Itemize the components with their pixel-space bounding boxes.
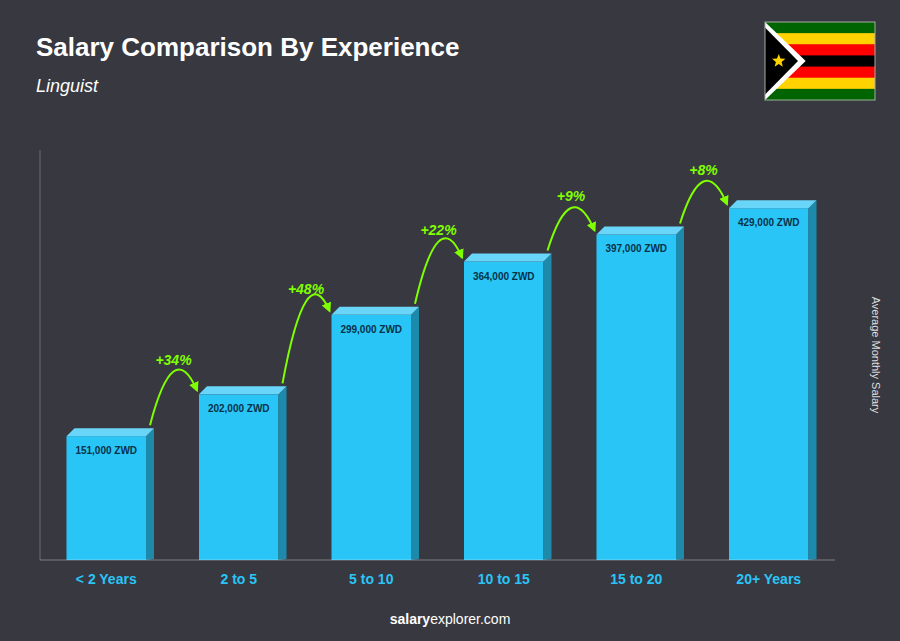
background — [0, 0, 900, 641]
watermark-part: explorer.com — [430, 611, 510, 627]
change-arrow — [415, 238, 462, 304]
bar-side-face — [544, 254, 552, 560]
annotation: +48% — [288, 281, 325, 297]
x-axis-line — [40, 560, 835, 561]
bar — [729, 208, 809, 560]
bar-top-face — [464, 254, 552, 262]
chart: Salary Comparison By Experience Linguist 1… — [0, 0, 900, 641]
change-arrow — [680, 181, 727, 224]
flag-stripe — [765, 89, 875, 101]
y-axis-line — [40, 150, 41, 560]
change-arrow — [283, 294, 330, 383]
bar-top-face — [597, 226, 685, 234]
watermark: salaryexplorer.com — [390, 611, 511, 627]
flag — [765, 22, 875, 101]
bar-top-face — [199, 386, 287, 394]
bar-side-face — [411, 307, 419, 560]
annotation: +34% — [155, 352, 192, 368]
annotation: +8% — [689, 162, 718, 178]
x-tick-label: 20+ Years — [736, 571, 801, 587]
bar — [597, 234, 677, 560]
title: Salary Comparison By Experience — [36, 32, 459, 62]
data-label: 397,000 ZWD — [605, 243, 667, 254]
bar — [199, 394, 279, 560]
data-label: 364,000 ZWD — [473, 271, 535, 282]
bar-side-face — [676, 226, 684, 560]
y-axis-label: Average Monthly Salary — [870, 297, 882, 414]
x-tick-label: 15 to 20 — [610, 571, 662, 587]
data-label: 429,000 ZWD — [738, 217, 800, 228]
annotation: +22% — [420, 222, 457, 238]
annotation: +9% — [557, 188, 586, 204]
data-label: 202,000 ZWD — [208, 403, 270, 414]
x-tick-label: 10 to 15 — [478, 571, 530, 587]
bar-top-face — [729, 200, 817, 208]
data-label: 151,000 ZWD — [75, 445, 137, 456]
bar — [332, 315, 412, 560]
subtitle: Linguist — [36, 76, 99, 96]
flag-triangle — [765, 22, 806, 100]
bar — [464, 262, 544, 560]
x-tick-label: < 2 Years — [76, 571, 137, 587]
x-tick-label: 2 to 5 — [220, 571, 257, 587]
watermark-part: salary — [390, 611, 431, 627]
flag-stripe — [765, 22, 875, 34]
bar-top-face — [67, 428, 155, 436]
flag-triangle-inner — [765, 27, 798, 94]
bar-top-face — [332, 307, 420, 315]
bar — [67, 436, 147, 560]
bar-side-face — [146, 428, 154, 560]
change-arrow — [150, 369, 197, 425]
flag-star — [772, 54, 785, 67]
bar-side-face — [809, 200, 817, 560]
flag-border — [765, 22, 875, 100]
change-arrow — [548, 207, 595, 250]
bar-side-face — [279, 386, 287, 560]
data-label: 299,000 ZWD — [340, 324, 402, 335]
bars — [67, 200, 817, 560]
x-tick-label: 5 to 10 — [349, 571, 394, 587]
